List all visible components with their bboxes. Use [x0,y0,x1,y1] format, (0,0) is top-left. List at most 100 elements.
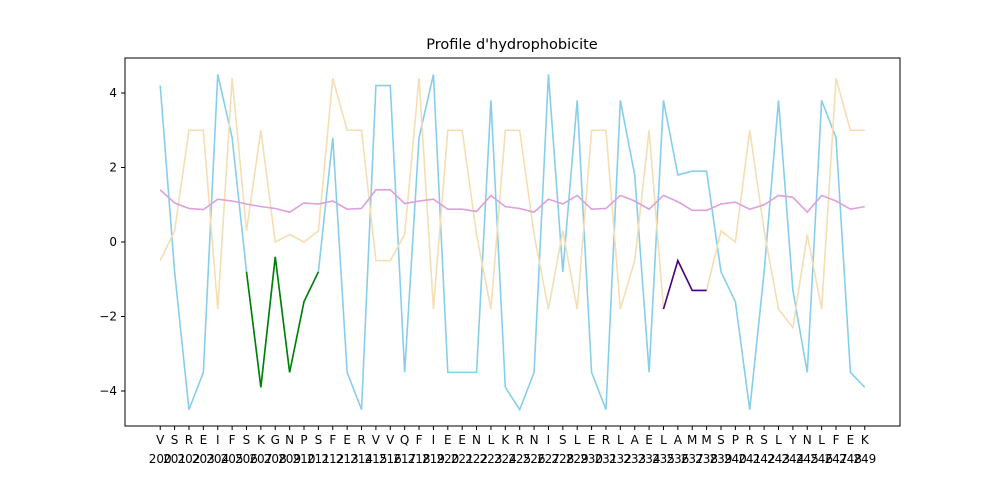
x-tick-label: 209 [278,452,301,466]
x-tick-label: 244 [781,452,804,466]
x-tick-label: K [501,433,510,447]
x-tick-label: S [717,433,725,447]
y-tick-label: −4 [99,384,117,398]
x-tick-label: 221 [451,452,474,466]
x-tick-label: 227 [537,452,560,466]
series-line [245,256,320,388]
x-tick-label: S [559,433,567,447]
x-tick-label: 241 [738,452,761,466]
x-tick-label: E [645,433,653,447]
x-tick-label: L [775,433,782,447]
x-tick-label: 247 [825,452,848,466]
series-line [159,74,866,412]
x-tick-label: E [200,433,208,447]
x-tick-label: L [818,433,825,447]
x-tick-label: N [472,433,481,447]
x-tick-label: 235 [652,452,675,466]
x-tick-label: G [271,433,280,447]
x-tick-label: 223 [479,452,502,466]
x-tick-label: I [547,433,551,447]
x-tick-label: I [432,433,436,447]
x-tick-label: 205 [221,452,244,466]
x-tick-label: 233 [623,452,646,466]
x-tick-label: 220 [436,452,459,466]
x-tick-label: L [660,433,667,447]
x-tick-label: F [833,433,840,447]
x-tick-label: F [329,433,336,447]
x-tick-label: N [803,433,812,447]
x-tick-label: M [701,433,711,447]
x-tick-label: 219 [422,452,445,466]
x-tick-label: 200 [149,452,172,466]
x-tick-label: 214 [350,452,373,466]
x-tick-label: 201 [163,452,186,466]
x-tick-label: 208 [264,452,287,466]
x-tick-label: 231 [595,452,618,466]
x-tick-label: N [530,433,539,447]
x-tick-label: 239 [710,452,733,466]
x-tick-label: R [357,433,365,447]
x-tick-label: N [285,433,294,447]
x-tick-label: 230 [580,452,603,466]
x-tick-label: P [300,433,307,447]
x-tick-label: 218 [408,452,431,466]
x-tick-label: 211 [307,452,330,466]
x-tick-label: 202 [178,452,201,466]
y-tick-label: 0 [109,235,117,249]
x-tick-label: Q [400,433,409,447]
x-tick-label: 207 [249,452,272,466]
x-tick-label: 228 [551,452,574,466]
x-tick-label: R [185,433,193,447]
x-tick-label: 224 [494,452,517,466]
x-tick-label: 229 [566,452,589,466]
x-tick-label: K [257,433,266,447]
x-tick-label: S [315,433,323,447]
x-tick-label: 236 [666,452,689,466]
x-tick-label: S [171,433,179,447]
x-tick-label: P [732,433,739,447]
x-tick-label: 237 [681,452,704,466]
x-tick-label: S [760,433,768,447]
x-tick-label: F [416,433,423,447]
x-tick-label: 204 [206,452,229,466]
x-tick-label: 248 [839,452,862,466]
x-tick-label: 213 [336,452,359,466]
x-tick-label: 225 [508,452,531,466]
x-tick-label: I [216,433,220,447]
series-line [662,258,707,310]
x-tick-label: 249 [853,452,876,466]
x-tick-label: M [687,433,697,447]
chart-title: Profile d'hydrophobicite [426,37,598,53]
y-tick-label: 4 [109,86,117,100]
x-tick-label: 232 [609,452,632,466]
x-tick-label: R [602,433,610,447]
series-line [159,189,865,214]
x-tick-label: R [746,433,754,447]
x-tick-label: 215 [364,452,387,466]
x-tick-label: L [617,433,624,447]
x-tick-label: E [444,433,452,447]
x-tick-label: Y [788,433,797,447]
x-tick-label: E [588,433,596,447]
x-tick-label: V [156,433,165,447]
x-tick-label: 246 [810,452,833,466]
x-tick-label: V [372,433,381,447]
plot-frame [124,57,901,427]
x-tick-label: E [458,433,466,447]
x-tick-label: V [386,433,395,447]
x-tick-label: 240 [724,452,747,466]
x-tick-label: 226 [523,452,546,466]
x-tick-label: S [243,433,251,447]
x-tick-label: 234 [638,452,661,466]
x-tick-label: A [631,433,640,447]
y-tick-label: 2 [109,161,117,175]
x-tick-label: 203 [192,452,215,466]
x-tick-label: 217 [393,452,416,466]
x-tick-label: F [229,433,236,447]
x-tick-label: 222 [465,452,488,466]
series-line [159,77,865,330]
x-tick-label: 243 [767,452,790,466]
x-tick-label: 206 [235,452,258,466]
x-tick-label: L [574,433,581,447]
